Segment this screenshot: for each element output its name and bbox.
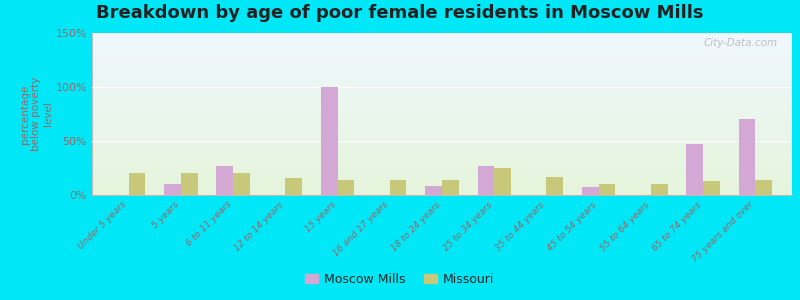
Bar (181, 173, 198, 195)
Bar (286, 178, 302, 195)
Bar (494, 168, 511, 195)
Bar (129, 173, 146, 195)
Bar (598, 184, 615, 195)
Bar (164, 184, 181, 195)
Text: Breakdown by age of poor female residents in Moscow Mills: Breakdown by age of poor female resident… (96, 4, 704, 22)
Bar (390, 180, 406, 195)
Text: City-Data.com: City-Data.com (704, 38, 778, 48)
Bar (321, 87, 338, 195)
Bar (703, 181, 720, 195)
Bar (755, 180, 772, 195)
Bar (582, 188, 598, 195)
Bar (338, 180, 354, 195)
Bar (686, 144, 703, 195)
Y-axis label: percentage
below poverty
level: percentage below poverty level (19, 77, 53, 151)
Bar (216, 166, 233, 195)
Bar (546, 177, 563, 195)
Bar (233, 173, 250, 195)
Bar (426, 186, 442, 195)
Legend: Moscow Mills, Missouri: Moscow Mills, Missouri (301, 268, 499, 291)
Bar (442, 180, 458, 195)
Bar (738, 119, 755, 195)
Bar (478, 166, 494, 195)
Bar (651, 184, 668, 195)
